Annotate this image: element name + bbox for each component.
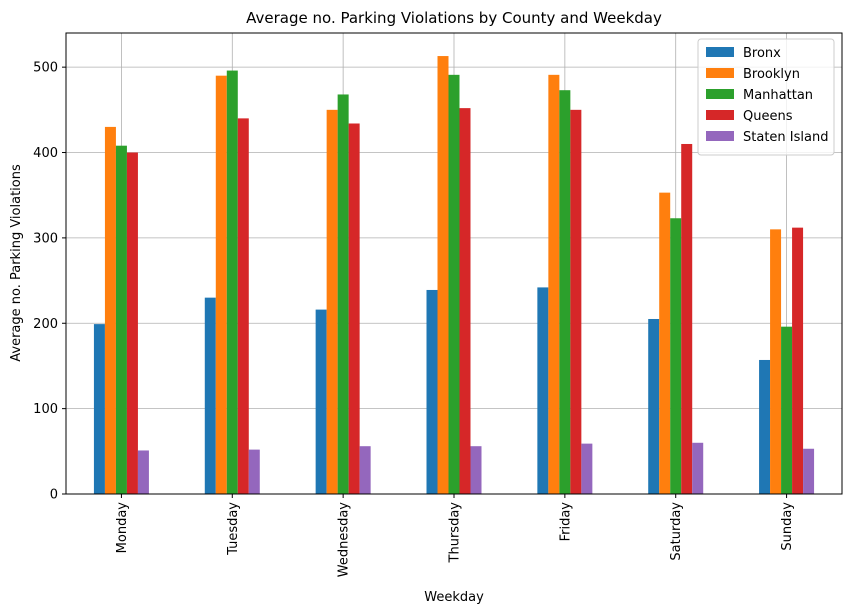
legend-label: Brooklyn [743, 67, 800, 82]
bar [348, 123, 360, 495]
legend: Bronx Brooklyn Manhattan Queens Staten Islan… [697, 38, 835, 156]
bar [226, 70, 238, 495]
bar [781, 326, 793, 494]
bar [681, 143, 693, 494]
x-tick-label: Tuesday [226, 502, 241, 556]
bar [315, 309, 327, 494]
bar [803, 448, 815, 494]
legend-label: Bronx [743, 46, 781, 61]
bar [137, 450, 149, 494]
legend-label: Queens [743, 109, 793, 124]
y-tick-label: 100 [33, 402, 58, 417]
bar [470, 446, 482, 494]
bar [248, 449, 260, 494]
y-tick-label: 200 [33, 317, 58, 332]
bar [337, 94, 349, 494]
bar [759, 359, 771, 494]
x-tick-label: Saturday [669, 502, 684, 561]
legend-swatch [706, 110, 734, 120]
legend-swatch [706, 89, 734, 99]
x-tick-label: Wednesday [337, 502, 352, 578]
bar [459, 108, 471, 495]
bar [670, 218, 682, 494]
x-axis-label: Weekday [424, 590, 484, 605]
x-tick-label: Friday [558, 502, 573, 542]
bar [326, 109, 338, 494]
bar [215, 75, 227, 495]
legend-label: Manhattan [743, 88, 813, 103]
bar [204, 297, 216, 494]
y-axis-label: Average no. Parking Violations [9, 164, 24, 362]
y-tick-label: 500 [33, 61, 58, 76]
bar [659, 192, 671, 495]
bar [448, 74, 460, 494]
x-tick-label: Sunday [780, 502, 795, 551]
bar [581, 443, 593, 494]
y-axis: 0 100 200 300 400 500 [33, 61, 66, 503]
bar [104, 126, 116, 494]
legend-swatch [706, 47, 734, 57]
bar [437, 56, 449, 495]
bar [692, 442, 704, 494]
legend-swatch [706, 68, 734, 78]
bar [559, 90, 571, 494]
y-tick-label: 0 [50, 488, 58, 503]
x-tick-label: Monday [115, 502, 130, 554]
y-tick-label: 300 [33, 231, 58, 246]
bar [537, 287, 549, 494]
bar [126, 152, 138, 494]
bar [548, 74, 560, 494]
bar [648, 318, 660, 494]
bars [93, 56, 815, 495]
bar [570, 109, 582, 494]
x-tick-label: Thursday [448, 502, 463, 564]
legend-swatch [706, 131, 734, 141]
bar [93, 324, 105, 494]
bar [359, 446, 371, 494]
legend-label: Staten Island [743, 130, 828, 145]
bar [426, 289, 438, 494]
bar [115, 145, 127, 494]
chart-title: Average no. Parking Violations by County… [246, 9, 662, 27]
bar [770, 229, 782, 494]
x-axis: Monday Tuesday Wednesday Thursday Friday Satu… [115, 494, 795, 577]
bar [792, 227, 804, 494]
y-tick-label: 400 [33, 146, 58, 161]
bar [237, 118, 249, 495]
